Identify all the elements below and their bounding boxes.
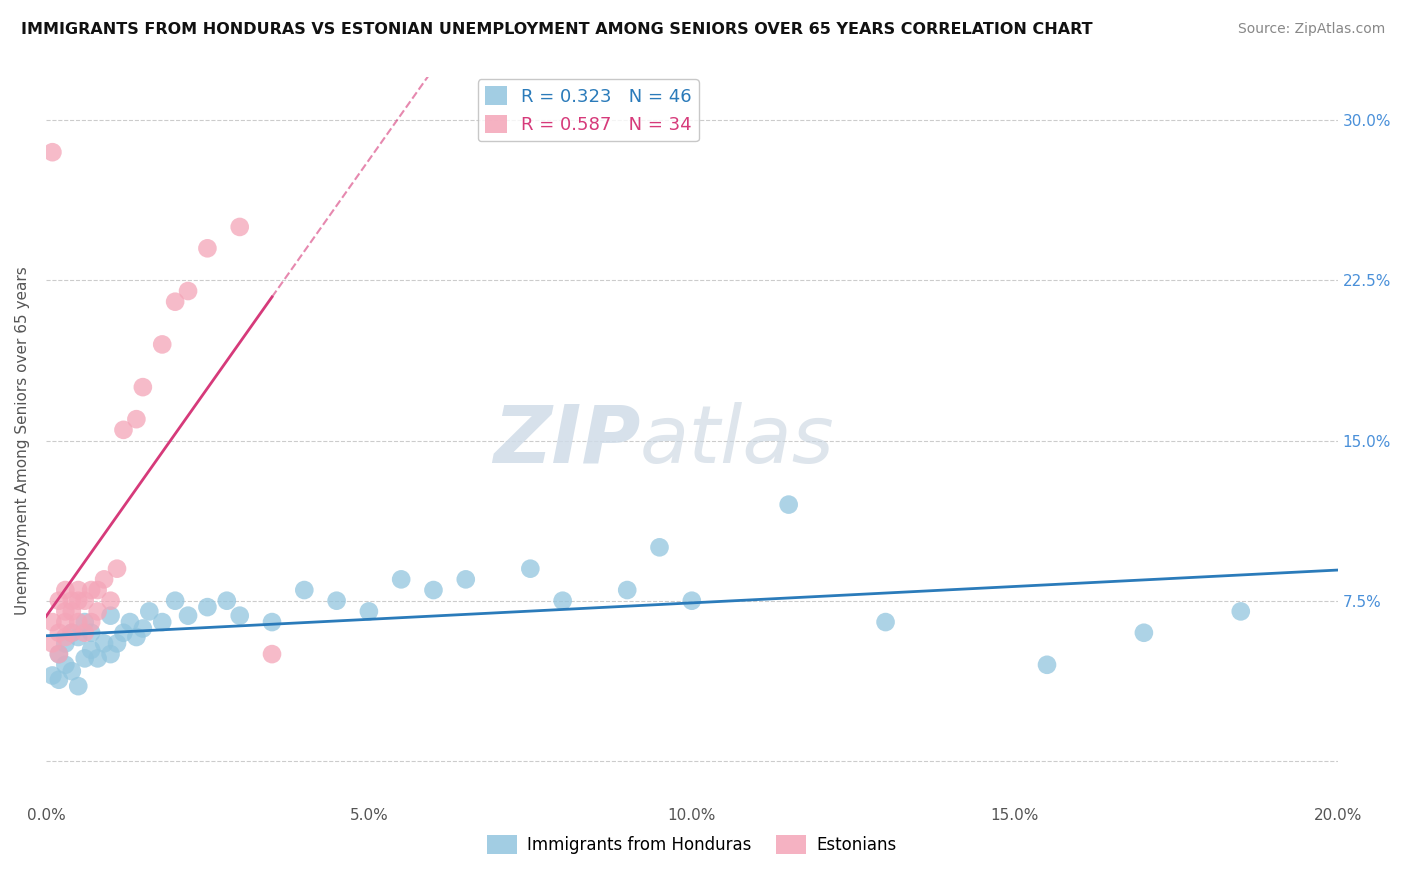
- Point: [215, 593, 238, 607]
- Point: [228, 608, 250, 623]
- Point: [132, 622, 155, 636]
- Point: [73, 615, 96, 629]
- Point: [165, 593, 187, 607]
- Point: [100, 593, 122, 607]
- Point: [132, 380, 155, 394]
- Point: [681, 593, 703, 607]
- Point: [41, 636, 63, 650]
- Point: [80, 625, 103, 640]
- Point: [1229, 604, 1251, 618]
- Point: [260, 615, 283, 629]
- Point: [73, 651, 96, 665]
- Point: [260, 647, 283, 661]
- Point: [357, 604, 380, 618]
- Point: [100, 647, 122, 661]
- Point: [177, 284, 200, 298]
- Point: [60, 604, 83, 618]
- Point: [53, 636, 76, 650]
- Point: [48, 673, 70, 687]
- Point: [105, 636, 128, 650]
- Point: [67, 582, 90, 597]
- Point: [60, 625, 83, 640]
- Legend: R = 0.323   N = 46, R = 0.587   N = 34: R = 0.323 N = 46, R = 0.587 N = 34: [478, 79, 699, 141]
- Point: [48, 593, 70, 607]
- Point: [80, 615, 103, 629]
- Point: [100, 608, 122, 623]
- Point: [80, 582, 103, 597]
- Point: [60, 593, 83, 607]
- Point: [73, 625, 96, 640]
- Point: [53, 615, 76, 629]
- Text: atlas: atlas: [640, 401, 835, 480]
- Point: [67, 679, 90, 693]
- Point: [292, 582, 315, 597]
- Point: [41, 615, 63, 629]
- Point: [93, 636, 115, 650]
- Point: [112, 625, 135, 640]
- Point: [551, 593, 574, 607]
- Point: [138, 604, 160, 618]
- Point: [616, 582, 638, 597]
- Point: [105, 562, 128, 576]
- Point: [86, 582, 108, 597]
- Text: ZIP: ZIP: [492, 401, 640, 480]
- Point: [48, 625, 70, 640]
- Point: [389, 573, 412, 587]
- Text: Source: ZipAtlas.com: Source: ZipAtlas.com: [1237, 22, 1385, 37]
- Point: [73, 593, 96, 607]
- Point: [454, 573, 477, 587]
- Point: [67, 615, 90, 629]
- Point: [325, 593, 347, 607]
- Point: [48, 647, 70, 661]
- Text: IMMIGRANTS FROM HONDURAS VS ESTONIAN UNEMPLOYMENT AMONG SENIORS OVER 65 YEARS CO: IMMIGRANTS FROM HONDURAS VS ESTONIAN UNE…: [21, 22, 1092, 37]
- Point: [41, 145, 63, 160]
- Point: [60, 625, 83, 640]
- Point: [80, 643, 103, 657]
- Point: [1036, 657, 1059, 672]
- Point: [53, 604, 76, 618]
- Point: [112, 423, 135, 437]
- Point: [67, 630, 90, 644]
- Point: [93, 573, 115, 587]
- Point: [150, 337, 173, 351]
- Point: [67, 593, 90, 607]
- Point: [53, 582, 76, 597]
- Point: [197, 241, 219, 255]
- Point: [197, 600, 219, 615]
- Point: [778, 498, 800, 512]
- Point: [53, 630, 76, 644]
- Point: [519, 562, 541, 576]
- Point: [41, 668, 63, 682]
- Point: [118, 615, 141, 629]
- Point: [422, 582, 444, 597]
- Point: [150, 615, 173, 629]
- Point: [875, 615, 897, 629]
- Point: [648, 541, 671, 555]
- Point: [86, 604, 108, 618]
- Point: [1133, 625, 1156, 640]
- Point: [228, 219, 250, 234]
- Point: [177, 608, 200, 623]
- Point: [125, 630, 148, 644]
- Point: [125, 412, 148, 426]
- Point: [60, 664, 83, 678]
- Point: [86, 651, 108, 665]
- Point: [165, 294, 187, 309]
- Y-axis label: Unemployment Among Seniors over 65 years: Unemployment Among Seniors over 65 years: [15, 266, 30, 615]
- Point: [48, 647, 70, 661]
- Point: [53, 657, 76, 672]
